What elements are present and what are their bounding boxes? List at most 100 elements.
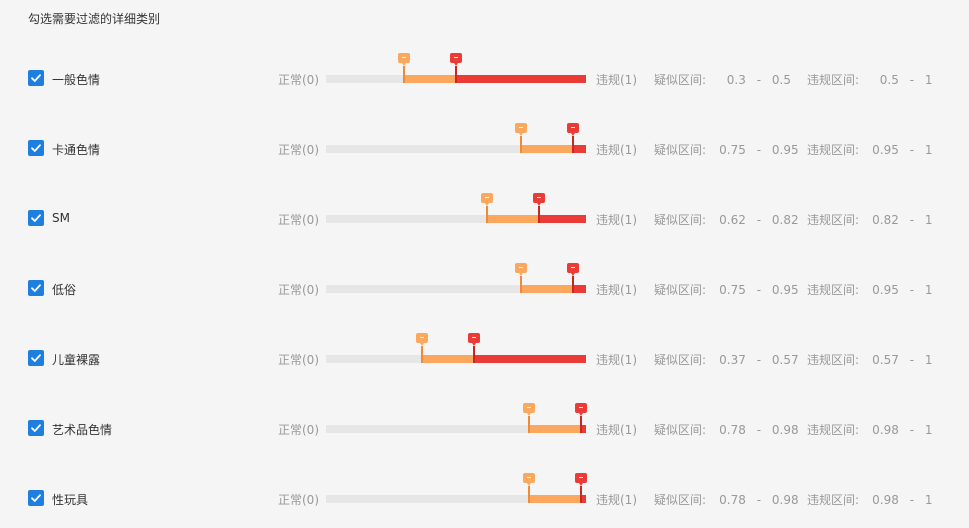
- slider-handle-icon: [416, 333, 428, 346]
- slider-handle-icon: [567, 263, 579, 276]
- suspect-range: 疑似区间: 0.75-0.95: [654, 141, 799, 158]
- violation-segment: [474, 355, 586, 363]
- suspect-range: 疑似区间: 0.3-0.5: [654, 71, 791, 88]
- suspect-threshold-handle[interactable]: [523, 473, 535, 503]
- violation-range-label: 违规区间:: [807, 493, 860, 507]
- suspect-range-low: 0.78: [719, 493, 746, 507]
- category-checkbox[interactable]: [28, 280, 44, 296]
- violation-threshold-handle[interactable]: [468, 333, 480, 363]
- category-label: 卡通色情: [52, 143, 101, 157]
- suspect-threshold-handle[interactable]: [523, 403, 535, 433]
- suspect-range-label: 疑似区间:: [654, 143, 707, 157]
- violation-range-high: 1: [924, 493, 933, 507]
- suspect-segment: [422, 355, 474, 363]
- normal-end-label: 正常(0): [278, 353, 319, 367]
- check-icon: [31, 284, 41, 292]
- violation-range-label: 违规区间:: [807, 353, 860, 367]
- normal-end-label: 正常(0): [278, 213, 319, 227]
- normal-end-label: 正常(0): [278, 283, 319, 297]
- violation-range: 违规区间: 0.98-1: [807, 491, 933, 508]
- violation-threshold-handle[interactable]: [533, 193, 545, 223]
- check-icon: [31, 354, 41, 362]
- violation-range-low: 0.82: [872, 213, 899, 227]
- range-dash: -: [909, 143, 915, 157]
- violation-range-low: 0.98: [872, 493, 899, 507]
- violation-segment: [573, 285, 586, 293]
- range-dash: -: [909, 353, 915, 367]
- violation-range-label: 违规区间:: [807, 143, 860, 157]
- violation-range: 违规区间: 0.98-1: [807, 421, 933, 438]
- suspect-range: 疑似区间: 0.75-0.95: [654, 281, 799, 298]
- violation-threshold-handle[interactable]: [567, 263, 579, 293]
- slider-track: [326, 425, 586, 433]
- slider-handle-icon: [515, 123, 527, 136]
- category-label: 艺术品色情: [52, 423, 113, 437]
- range-dash: -: [909, 423, 915, 437]
- category-checkbox[interactable]: [28, 70, 44, 86]
- suspect-range-high: 0.95: [771, 143, 799, 157]
- threshold-slider[interactable]: [326, 193, 586, 225]
- suspect-threshold-handle[interactable]: [416, 333, 428, 363]
- violation-end-label: 违规(1): [596, 213, 637, 227]
- violation-range: 违规区间: 0.82-1: [807, 211, 933, 228]
- suspect-threshold-handle[interactable]: [515, 123, 527, 153]
- threshold-slider[interactable]: [326, 403, 587, 435]
- normal-end-label: 正常(0): [278, 73, 319, 87]
- range-dash: -: [756, 493, 762, 507]
- category-row: 儿童裸露 正常(0) 违规(1) 疑似区间: 0.37-0.57: [0, 333, 969, 378]
- violation-end-label: 违规(1): [596, 423, 637, 437]
- panel-title: 勾选需要过滤的详细类别: [28, 12, 161, 26]
- suspect-range-label: 疑似区间:: [654, 283, 707, 297]
- range-dash: -: [909, 493, 915, 507]
- category-checkbox[interactable]: [28, 420, 44, 436]
- suspect-segment: [404, 75, 456, 83]
- threshold-slider[interactable]: [326, 123, 586, 155]
- threshold-slider[interactable]: [326, 263, 586, 295]
- category-label: 性玩具: [52, 493, 89, 507]
- category-row: 性玩具 正常(0) 违规(1) 疑似区间: 0.78-0.98: [0, 473, 969, 518]
- violation-segment: [581, 495, 586, 503]
- range-dash: -: [909, 73, 915, 87]
- threshold-slider[interactable]: [326, 333, 586, 365]
- check-icon: [31, 214, 41, 222]
- violation-range-low: 0.5: [879, 73, 899, 87]
- category-row: 卡通色情 正常(0) 违规(1) 疑似区间: 0.75-0.95: [0, 123, 969, 168]
- threshold-slider[interactable]: [326, 473, 587, 505]
- category-label: 低俗: [52, 283, 77, 297]
- suspect-range-low: 0.62: [719, 213, 746, 227]
- violation-threshold-handle[interactable]: [575, 403, 587, 433]
- range-dash: -: [909, 283, 915, 297]
- range-dash: -: [756, 213, 762, 227]
- suspect-range-label: 疑似区间:: [654, 73, 707, 87]
- violation-range-high: 1: [924, 353, 933, 367]
- slider-handle-icon: [515, 263, 527, 276]
- suspect-threshold-handle[interactable]: [515, 263, 527, 293]
- suspect-range: 疑似区间: 0.78-0.98: [654, 421, 799, 438]
- category-checkbox[interactable]: [28, 490, 44, 506]
- category-checkbox[interactable]: [28, 350, 44, 366]
- range-dash: -: [909, 213, 915, 227]
- suspect-threshold-handle[interactable]: [481, 193, 493, 223]
- suspect-range-high: 0.5: [771, 73, 791, 87]
- violation-threshold-handle[interactable]: [450, 53, 462, 83]
- suspect-threshold-handle[interactable]: [398, 53, 410, 83]
- slider-handle-icon: [523, 473, 535, 486]
- violation-range-low: 0.98: [872, 423, 899, 437]
- category-checkbox[interactable]: [28, 210, 44, 226]
- violation-threshold-handle[interactable]: [575, 473, 587, 503]
- threshold-slider[interactable]: [326, 53, 586, 85]
- violation-range-label: 违规区间:: [807, 73, 860, 87]
- slider-handle-icon: [450, 53, 462, 66]
- suspect-range-label: 疑似区间:: [654, 353, 707, 367]
- violation-range-label: 违规区间:: [807, 213, 860, 227]
- category-checkbox[interactable]: [28, 140, 44, 156]
- violation-range: 违规区间: 0.95-1: [807, 281, 933, 298]
- slider-track: [326, 285, 586, 293]
- check-icon: [31, 494, 41, 502]
- violation-threshold-handle[interactable]: [567, 123, 579, 153]
- range-dash: -: [756, 353, 762, 367]
- violation-range-high: 1: [924, 213, 933, 227]
- category-label: 儿童裸露: [52, 353, 101, 367]
- suspect-segment: [529, 425, 581, 433]
